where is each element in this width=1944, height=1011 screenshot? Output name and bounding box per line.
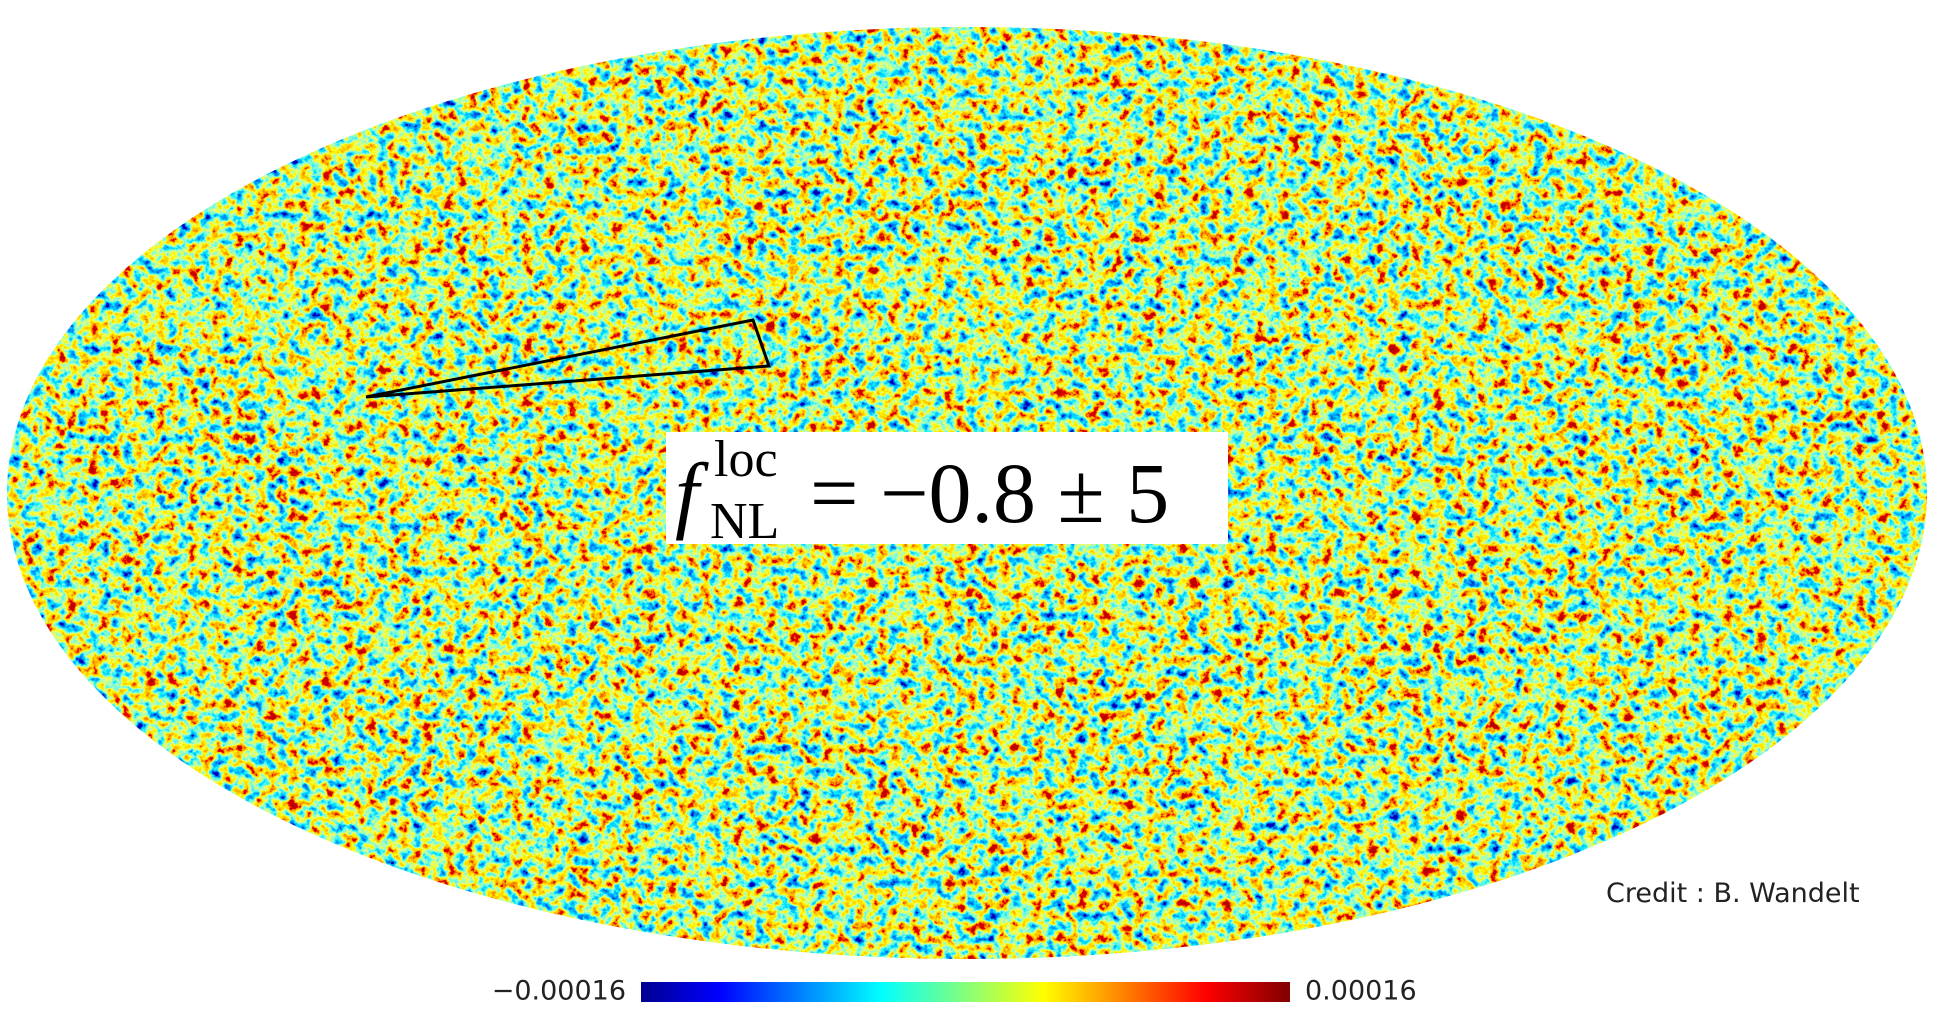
formula-box (666, 432, 1228, 544)
formula-subscript: NL (710, 493, 779, 550)
triangle-annotation (365, 318, 772, 399)
credit: Credit : B. Wandelt (1606, 878, 1860, 909)
colorbar (641, 982, 1290, 1002)
colorbar-min-label: −0.00016 (492, 976, 626, 1007)
formula-superscript: loc (714, 431, 778, 488)
formula-rhs: = −0.8 ± 5 (810, 445, 1169, 541)
colorbar-max-label: 0.00016 (1305, 976, 1417, 1007)
